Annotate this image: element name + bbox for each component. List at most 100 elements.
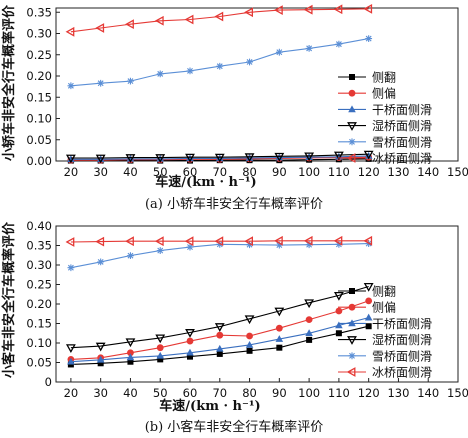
a-data-point [154, 15, 164, 26]
b-data-point [335, 321, 343, 329]
b-legend-label: 湿桥面侧滑 [372, 332, 432, 347]
a-x-tick-label: 20 [64, 165, 79, 179]
b-data-point [126, 353, 135, 361]
b-data-point [216, 350, 223, 357]
b-data-point [214, 236, 224, 247]
chart-a-caption: (a) 小轿车非安全行车概率评价 [145, 196, 323, 212]
a-data-point [333, 4, 343, 15]
b-data-point [275, 324, 283, 332]
b-legend-marker [349, 288, 355, 294]
a-x-tick-label: 40 [123, 165, 138, 179]
chart-panel-b: 20 30 40 50 60 70 80 90 100 110 120 130 140 150 0 0.05… [1, 219, 468, 435]
a-data-point [186, 154, 194, 162]
a-legend-label: 湿桥面侧滑 [372, 118, 432, 133]
b-data-point [216, 331, 224, 339]
a-data-point [245, 154, 254, 161]
b-x-tick-label: 60 [183, 386, 198, 400]
a-y-tick-label: 0.25 [26, 48, 52, 62]
chart-a-y-axis-label: 小轿车非安全行车概率评价 [1, 4, 17, 161]
a-data-point [155, 154, 166, 163]
chart-b-y-axis-label: 小客车非安全行车概率评价 [1, 221, 17, 378]
b-data-point [274, 307, 285, 317]
a-data-point [156, 70, 164, 78]
a-data-point [275, 48, 283, 56]
chart-a-x-axis-label: 车速/(km · h⁻¹) [155, 174, 256, 190]
b-y-tick-label: 0.05 [26, 356, 52, 370]
b-data-point [306, 336, 313, 343]
b-x-tick-label: 100 [298, 386, 320, 400]
b-data-point [335, 330, 342, 337]
b-legend-marker [348, 352, 356, 360]
a-data-point [65, 26, 75, 37]
b-data-point [216, 240, 224, 248]
b-data-point [97, 360, 104, 367]
b-y-tick-label: 0 [45, 375, 52, 389]
b-series-4 [65, 282, 374, 354]
b-data-point [303, 235, 313, 246]
b-x-tick-label: 50 [153, 386, 168, 400]
a-data-point [333, 151, 344, 161]
b-series-6 [65, 235, 373, 247]
b-legend-label: 雪桥面侧滑 [372, 349, 432, 363]
b-y-tick-label: 0.25 [26, 278, 52, 292]
b-data-point [305, 316, 313, 323]
b-legend-item: 冰桥面侧滑 [338, 366, 432, 380]
b-data-point [156, 351, 165, 359]
b-data-point [156, 247, 164, 254]
a-series-4 [65, 150, 374, 164]
a-legend-item: 侧翻 [338, 71, 396, 85]
chart-a-y-tick-labels: 0.00 0.05 0.10 0.15 0.20 0.25 0.30 0.35 [26, 5, 52, 168]
a-legend-label: 侧偏 [372, 86, 396, 101]
b-legend-label: 冰桥面侧滑 [372, 366, 432, 380]
b-data-point [97, 258, 105, 266]
b-data-point [246, 241, 253, 249]
chart-a-x-tick-labels: 20 30 40 50 60 70 80 90 100 110 120 130 140 150 [64, 165, 468, 179]
b-legend-marker [347, 336, 357, 345]
a-data-point [215, 154, 224, 162]
chart-panel-a: 20 30 40 50 60 70 80 90 100 110 120 130 140 150 0.000… [1, 3, 468, 212]
a-data-point [365, 35, 373, 42]
b-data-point [155, 334, 166, 344]
a-data-point [127, 77, 134, 85]
a-legend-marker [348, 89, 356, 97]
a-data-point [97, 79, 105, 87]
a-legend-label: 干桥面侧滑 [372, 103, 432, 117]
a-data-point [274, 5, 283, 16]
a-data-point [363, 150, 374, 160]
b-data-point [304, 299, 315, 309]
b-x-tick-label: 20 [64, 386, 79, 400]
a-data-point [156, 154, 165, 162]
a-x-tick-label: 100 [298, 165, 320, 179]
b-data-point [363, 235, 373, 246]
b-data-point [154, 236, 164, 247]
chart-b-x-tick-labels: 20 30 40 50 60 70 80 90 100 110 120 130 140 150 [64, 386, 468, 400]
a-legend-marker [348, 138, 356, 146]
a-y-tick-label: 0.00 [26, 154, 52, 168]
b-data-point [65, 237, 75, 247]
b-legend-label: 侧翻 [372, 285, 396, 299]
a-y-tick-label: 0.35 [26, 5, 52, 19]
b-y-tick-label: 0.35 [26, 239, 52, 253]
chart-b-x-axis-label: 车速/(km · h⁻¹) [159, 398, 260, 414]
a-x-tick-label: 110 [328, 165, 350, 179]
a-data-point [363, 3, 373, 14]
a-data-point [186, 67, 194, 75]
b-data-point [95, 342, 106, 352]
b-legend-item: 侧偏 [338, 300, 396, 315]
b-x-tick-label: 90 [272, 386, 287, 400]
b-data-point [127, 358, 134, 365]
b-data-point [215, 344, 224, 352]
a-x-tick-label: 60 [183, 165, 198, 179]
b-y-tick-label: 0.10 [26, 336, 52, 350]
a-legend-item: 侧偏 [338, 86, 396, 101]
b-series-3 [67, 313, 373, 365]
b-data-point [186, 243, 194, 251]
b-x-tick-label: 150 [447, 386, 468, 400]
b-y-tick-label: 0.40 [26, 219, 52, 233]
b-x-tick-label: 40 [123, 386, 138, 400]
b-data-point [305, 241, 313, 249]
b-data-point [184, 236, 194, 247]
